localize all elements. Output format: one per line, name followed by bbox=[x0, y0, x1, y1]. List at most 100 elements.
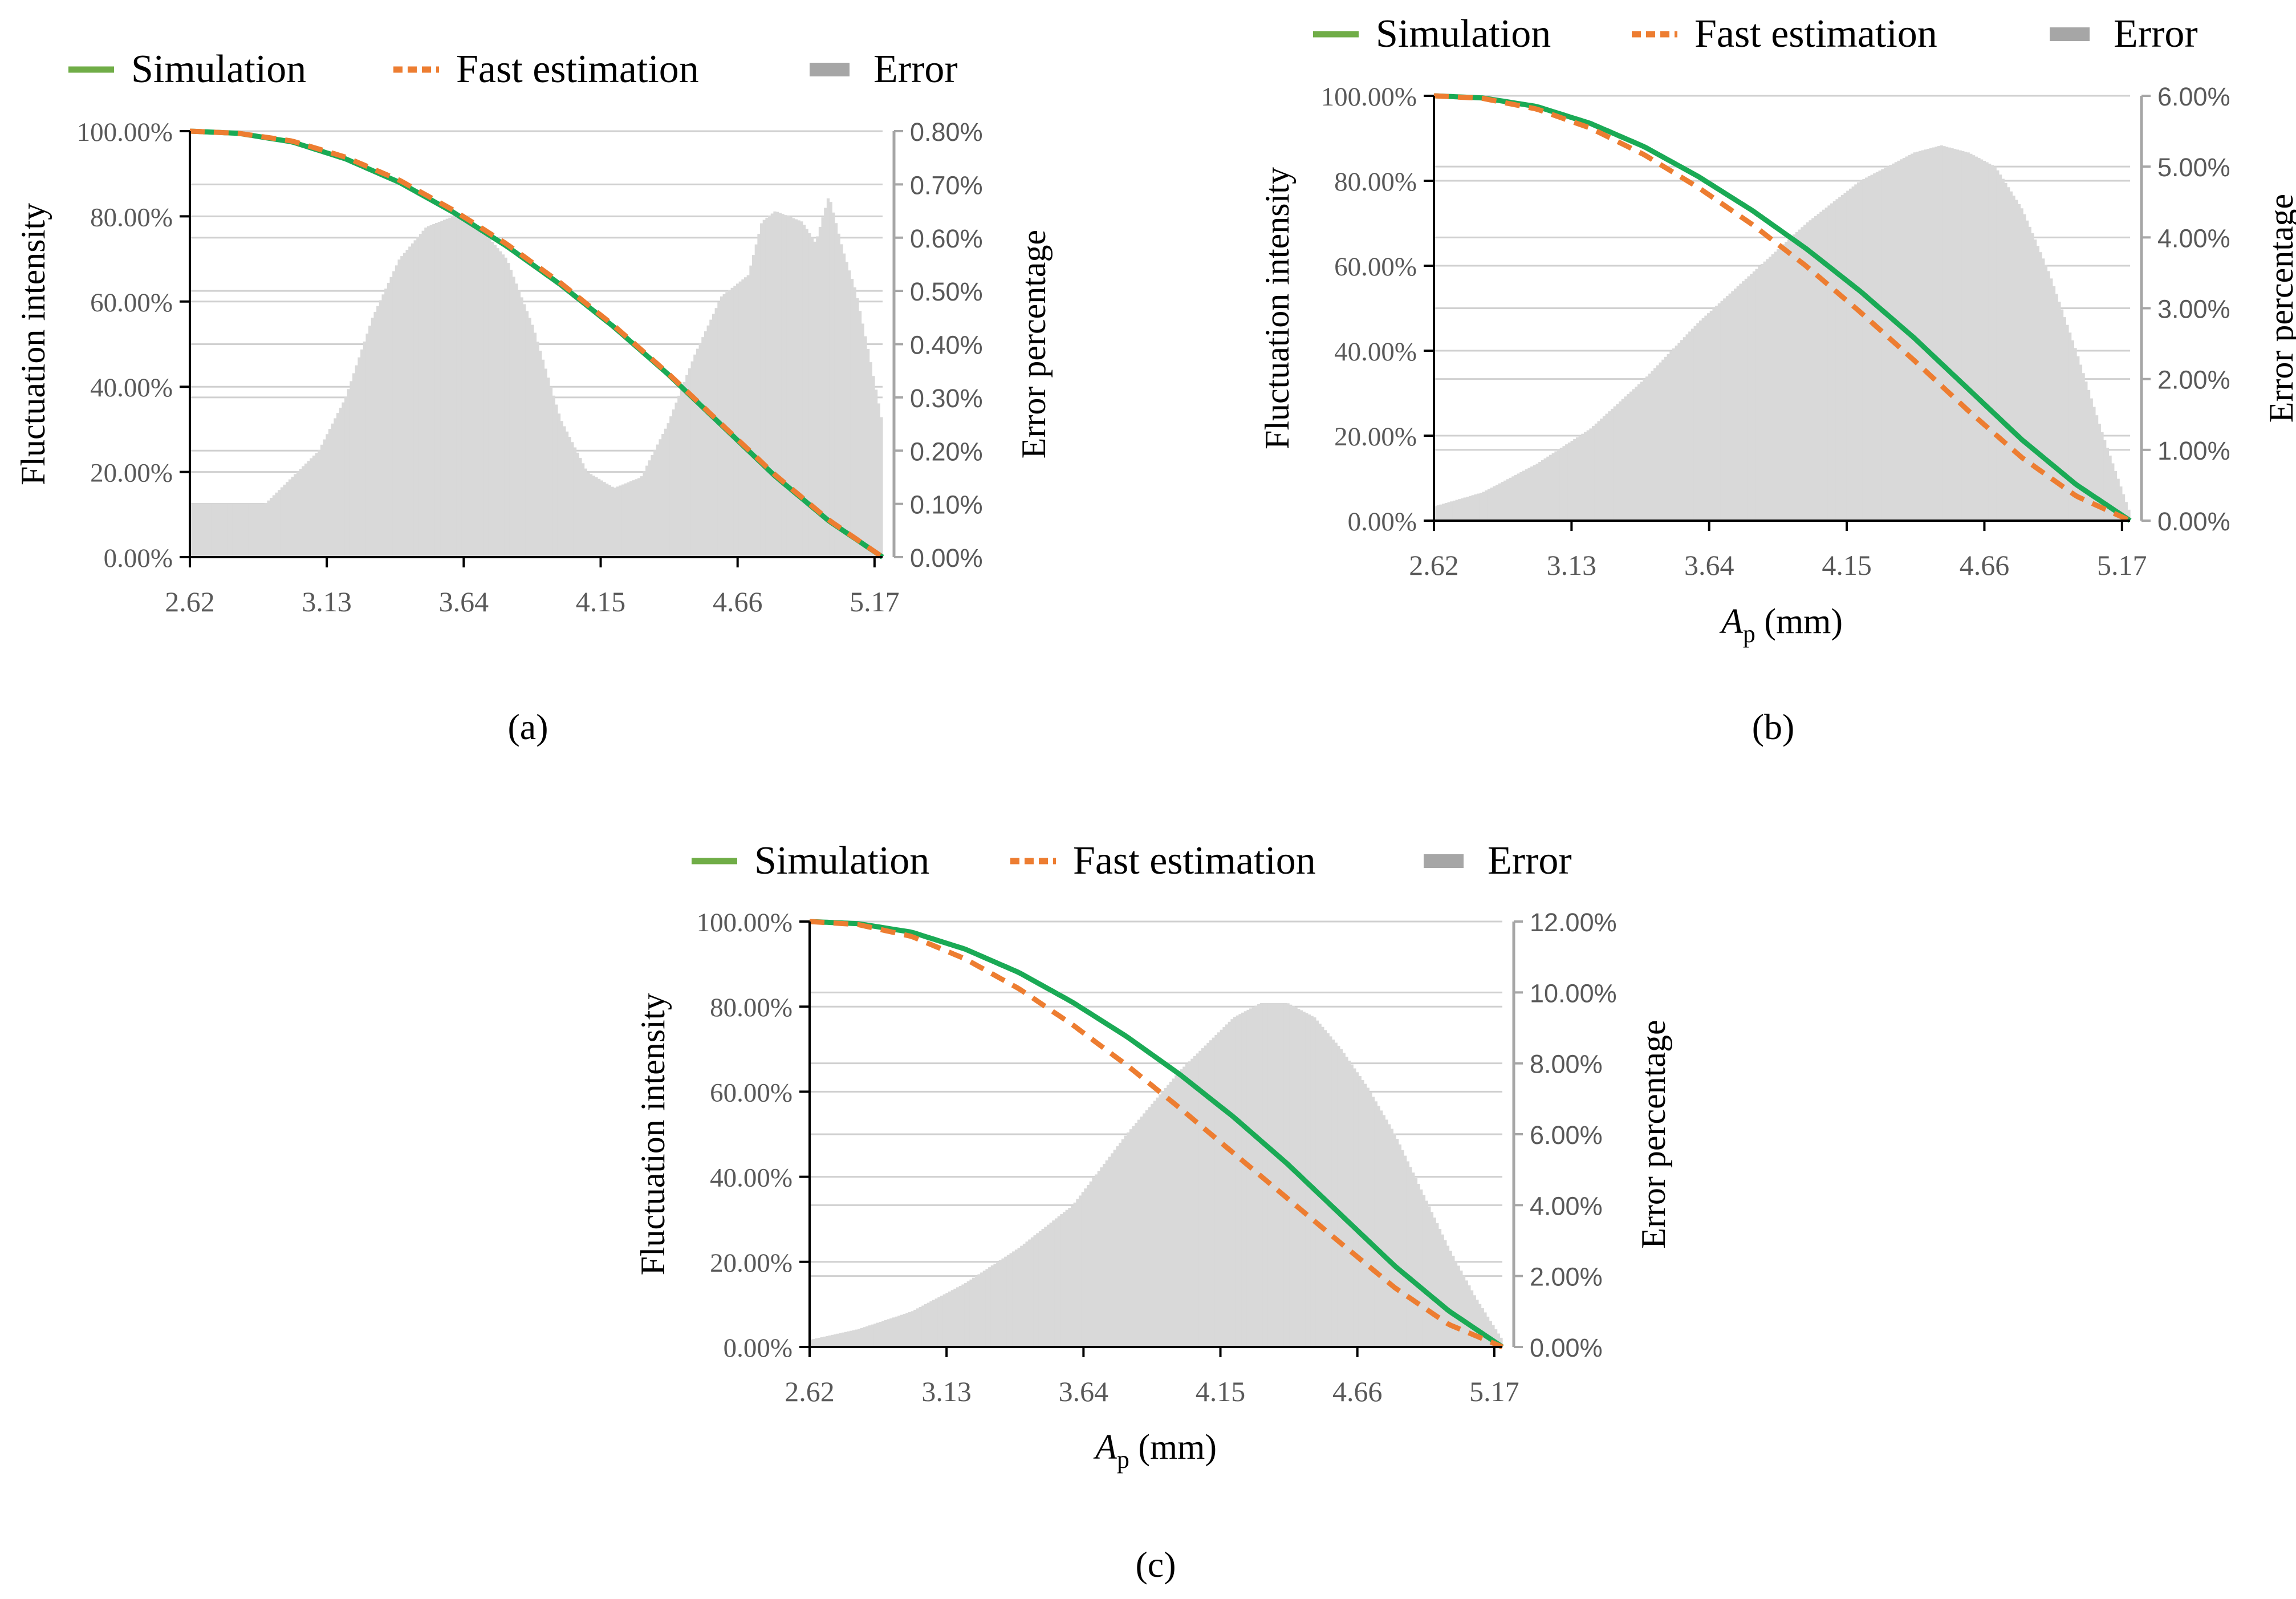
error-bar bbox=[1428, 1206, 1431, 1347]
error-bar bbox=[437, 222, 441, 557]
error-bar bbox=[1270, 1003, 1274, 1347]
error-bar bbox=[1498, 483, 1502, 521]
x-tick-label: 4.15 bbox=[1822, 549, 1872, 581]
error-bar bbox=[1281, 1003, 1285, 1347]
error-bar bbox=[1159, 1094, 1162, 1347]
y2-tick-label: 6.00% bbox=[1530, 1121, 1603, 1150]
error-bar bbox=[2033, 240, 2037, 521]
error-bar bbox=[1543, 458, 1547, 521]
error-bar bbox=[1460, 1271, 1463, 1347]
error-bar bbox=[800, 221, 803, 557]
error-bar bbox=[1484, 1312, 1487, 1347]
error-bar bbox=[1535, 464, 1539, 521]
error-bar bbox=[344, 397, 348, 557]
x-tick-label: 5.17 bbox=[2097, 549, 2147, 581]
error-bar bbox=[1779, 246, 1783, 521]
error-bar bbox=[2058, 302, 2061, 521]
error-bar bbox=[1720, 301, 1724, 521]
error-bar bbox=[2116, 478, 2120, 521]
error-bar bbox=[421, 230, 425, 557]
error-bar bbox=[1945, 147, 1949, 521]
error-bar bbox=[1974, 156, 1978, 521]
error-bar bbox=[1169, 1081, 1173, 1347]
error-bar bbox=[568, 437, 571, 557]
error-bar bbox=[613, 488, 617, 557]
error-bar bbox=[1462, 1275, 1466, 1347]
error-bar bbox=[659, 439, 662, 557]
error-bar bbox=[674, 402, 678, 557]
error-bar bbox=[1463, 497, 1466, 521]
error-bar bbox=[1012, 1251, 1015, 1347]
y2-tick-label: 12.00% bbox=[1530, 908, 1617, 937]
error-bar bbox=[1457, 1265, 1460, 1347]
error-bar bbox=[863, 1327, 866, 1347]
y2-tick-label: 10.00% bbox=[1530, 979, 1617, 1008]
error-bar bbox=[504, 257, 507, 558]
error-bar bbox=[688, 368, 692, 557]
error-bar bbox=[1246, 1009, 1250, 1347]
error-bar bbox=[1095, 1174, 1098, 1347]
error-bar bbox=[429, 225, 433, 558]
y2-tick-label: 0.00% bbox=[2157, 507, 2230, 536]
error-bar bbox=[1953, 149, 1957, 521]
error-bar bbox=[254, 504, 257, 557]
error-bar bbox=[1935, 147, 1938, 521]
y-axis-title: Fluctuation intensity bbox=[1258, 167, 1296, 449]
error-bar bbox=[426, 226, 430, 557]
error-bar bbox=[1291, 1006, 1295, 1347]
error-bar bbox=[1068, 1207, 1071, 1347]
error-bar bbox=[2074, 348, 2077, 521]
error-bar bbox=[816, 236, 819, 557]
error-bar bbox=[784, 215, 787, 558]
error-bar bbox=[926, 1302, 930, 1347]
error-bar bbox=[1854, 184, 1858, 521]
error-bar bbox=[1089, 1181, 1092, 1347]
error-bar bbox=[227, 504, 230, 557]
y-tick-label: 100.00% bbox=[1321, 82, 1417, 112]
error-bar bbox=[1182, 1066, 1186, 1347]
error-bar bbox=[405, 250, 409, 557]
error-bar bbox=[1948, 147, 1951, 521]
y2-tick-label: 0.20% bbox=[910, 437, 983, 466]
y2-tick-label: 2.00% bbox=[2157, 366, 2230, 395]
error-bar bbox=[496, 248, 499, 557]
error-bar bbox=[1339, 1049, 1343, 1347]
error-bar bbox=[1460, 498, 1464, 521]
error-bar bbox=[847, 1331, 850, 1347]
error-bar bbox=[294, 474, 297, 557]
error-bar bbox=[1793, 234, 1796, 521]
error-bar bbox=[1723, 298, 1726, 521]
error-bar bbox=[1345, 1057, 1348, 1347]
error-bar bbox=[1613, 406, 1616, 521]
error-bar bbox=[286, 482, 289, 557]
y2-tick-label: 0.50% bbox=[910, 277, 983, 306]
error-bar bbox=[1323, 1030, 1327, 1347]
error-bar bbox=[1380, 1110, 1383, 1347]
error-bar bbox=[315, 453, 318, 557]
error-bar bbox=[1698, 320, 1702, 521]
error-bar bbox=[581, 463, 585, 557]
legend: Simulation Fast estimation Error bbox=[1313, 12, 2198, 56]
error-bar bbox=[877, 403, 880, 557]
error-bar bbox=[2020, 208, 2023, 521]
error-bar bbox=[475, 225, 478, 557]
x-axis-title-sub: p bbox=[1743, 620, 1755, 648]
error-bar bbox=[940, 1296, 944, 1347]
error-bar bbox=[1988, 163, 1992, 521]
error-bar bbox=[1401, 1150, 1404, 1347]
error-bar bbox=[1693, 326, 1697, 521]
error-bar bbox=[1377, 1106, 1380, 1347]
error-bar bbox=[1398, 1144, 1402, 1347]
error-bar bbox=[2068, 332, 2072, 521]
error-bar bbox=[352, 373, 356, 557]
error-bar bbox=[1204, 1045, 1207, 1347]
error-bar bbox=[1188, 1061, 1191, 1347]
error-bar bbox=[813, 241, 816, 558]
error-bar bbox=[1900, 159, 1903, 521]
error-bar bbox=[2042, 258, 2045, 521]
error-bar bbox=[786, 216, 790, 558]
error-bar bbox=[2076, 356, 2080, 521]
error-bar bbox=[937, 1297, 941, 1347]
error-bar bbox=[342, 402, 345, 557]
